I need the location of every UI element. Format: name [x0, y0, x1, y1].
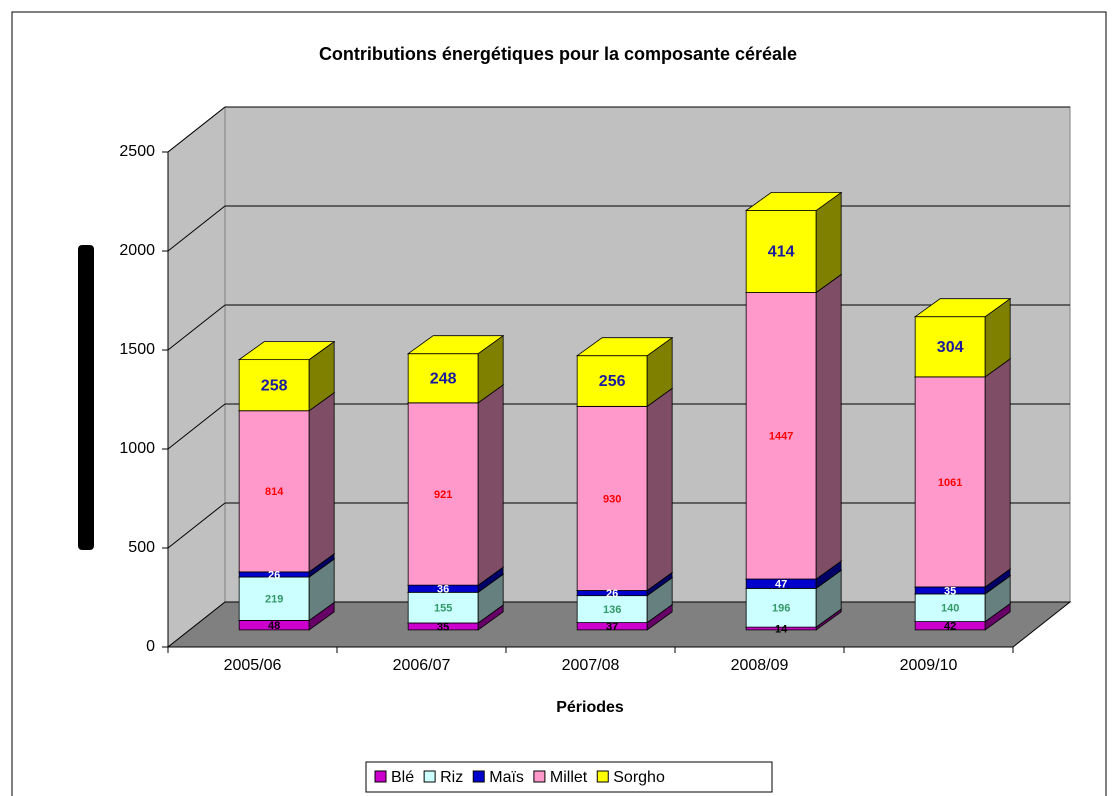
data-label: 219 [265, 594, 283, 606]
grid-line [167, 106, 226, 153]
data-label: 414 [768, 244, 795, 261]
y-tick-label: 1000 [119, 440, 155, 457]
data-label: 930 [603, 493, 621, 505]
data-label: 42 [944, 621, 956, 633]
x-tick-label: 2008/09 [731, 657, 789, 674]
left-wall [167, 105, 226, 649]
bar-segment [238, 359, 310, 412]
chart-title: Contributions énergétiques pour la compo… [319, 44, 797, 64]
y-tick-label: 0 [146, 638, 155, 655]
data-label: 1061 [938, 477, 962, 489]
legend-label: Millet [550, 769, 588, 786]
grid-line [167, 205, 226, 252]
legend-swatch [533, 770, 546, 783]
data-label: 1447 [769, 431, 793, 443]
data-label: 26 [268, 569, 280, 581]
data-label: 196 [772, 603, 790, 615]
bar-segment [576, 405, 648, 591]
x-tick-label: 2009/10 [900, 657, 958, 674]
legend-label: Sorgho [613, 769, 665, 786]
legend-swatch [374, 770, 387, 783]
bar-segment [407, 402, 479, 586]
legend-swatch [472, 770, 485, 783]
bar-segment [745, 210, 817, 293]
x-tick-label: 2007/08 [562, 657, 620, 674]
legend-label: Blé [391, 769, 414, 786]
y-tick-label: 2000 [119, 242, 155, 259]
x-axis-title: Périodes [556, 699, 624, 716]
data-label: 814 [265, 486, 284, 498]
bar-side [646, 387, 673, 592]
grid-line [167, 304, 226, 351]
data-label: 35 [944, 585, 956, 597]
data-label: 248 [430, 370, 457, 387]
legend-label: Riz [440, 769, 463, 786]
grid-line [167, 502, 226, 549]
y-tick-label: 500 [128, 539, 155, 556]
bar-side [815, 273, 842, 580]
bar-segment [407, 353, 479, 404]
data-label: 47 [775, 579, 787, 591]
legend-swatch [596, 770, 609, 783]
data-label: 14 [775, 623, 788, 635]
bar-segment [576, 595, 648, 623]
y-tick-label: 2500 [119, 143, 155, 160]
bar-top [913, 298, 1012, 318]
bar-side [308, 391, 335, 573]
data-label: 155 [434, 603, 452, 615]
data-label: 140 [941, 603, 959, 615]
bar-top [406, 335, 505, 355]
x-tick-label: 2005/06 [224, 657, 282, 674]
bar-segment [238, 410, 310, 573]
data-label: 258 [261, 377, 288, 394]
bar-top [575, 337, 674, 357]
data-label: 36 [437, 584, 449, 596]
y-tick-label: 1500 [119, 341, 155, 358]
data-label: 26 [606, 588, 618, 600]
grid-line [167, 403, 226, 450]
data-label: 136 [603, 604, 621, 616]
bar-side [477, 384, 504, 586]
data-label: 256 [599, 373, 626, 390]
data-label: 921 [434, 489, 452, 501]
legend-swatch [423, 770, 436, 783]
redacted-y-label [78, 245, 94, 550]
bar-segment [576, 355, 648, 407]
bar-segment [745, 587, 817, 628]
bar-side [984, 358, 1011, 588]
legend-label: Maïs [489, 769, 524, 786]
data-label: 37 [606, 621, 618, 633]
data-label: 48 [268, 620, 280, 632]
bar-top [744, 192, 843, 211]
data-label: 35 [437, 621, 449, 633]
data-label: 304 [937, 339, 964, 356]
bar-top [237, 341, 336, 361]
bar-segment [407, 591, 479, 624]
x-tick-label: 2006/07 [393, 657, 451, 674]
